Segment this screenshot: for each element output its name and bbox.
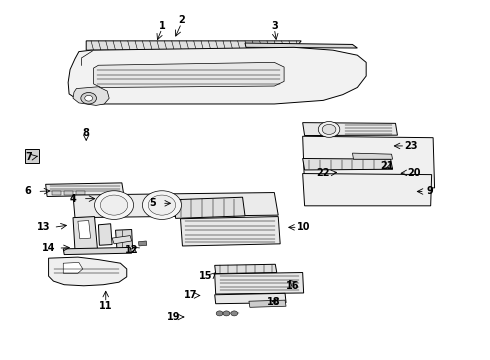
Polygon shape	[174, 197, 245, 219]
Circle shape	[143, 191, 181, 220]
Polygon shape	[303, 123, 397, 135]
Text: 9: 9	[426, 186, 433, 197]
Polygon shape	[245, 43, 357, 48]
Text: 2: 2	[178, 15, 185, 26]
Polygon shape	[139, 241, 147, 246]
Circle shape	[216, 311, 223, 316]
Polygon shape	[68, 47, 366, 104]
Text: 13: 13	[37, 222, 50, 232]
Circle shape	[81, 93, 97, 104]
Text: 22: 22	[317, 168, 330, 178]
Text: 16: 16	[286, 281, 299, 291]
Text: 10: 10	[297, 222, 310, 232]
Polygon shape	[249, 300, 286, 307]
Polygon shape	[86, 41, 301, 50]
Polygon shape	[180, 217, 280, 246]
Text: 23: 23	[404, 141, 418, 151]
Polygon shape	[94, 62, 284, 87]
Circle shape	[95, 191, 134, 220]
Text: 4: 4	[70, 194, 76, 204]
Text: 11: 11	[99, 301, 113, 311]
Text: 12: 12	[125, 245, 138, 255]
Text: 6: 6	[24, 186, 31, 197]
Text: 15: 15	[199, 271, 213, 281]
Text: 3: 3	[271, 21, 278, 31]
Polygon shape	[215, 273, 304, 294]
Polygon shape	[63, 262, 83, 273]
Text: 17: 17	[184, 291, 197, 301]
Text: 21: 21	[380, 161, 393, 171]
Circle shape	[85, 95, 93, 101]
Circle shape	[148, 195, 175, 215]
Circle shape	[322, 125, 336, 134]
Text: 18: 18	[267, 297, 280, 307]
Circle shape	[223, 311, 230, 316]
Polygon shape	[78, 221, 91, 239]
Text: 19: 19	[168, 312, 181, 322]
Circle shape	[318, 122, 340, 137]
Text: 20: 20	[407, 168, 420, 178]
Polygon shape	[112, 235, 132, 244]
Text: 7: 7	[25, 152, 32, 162]
Polygon shape	[215, 293, 286, 304]
Polygon shape	[352, 153, 392, 159]
Polygon shape	[98, 224, 112, 245]
Polygon shape	[73, 193, 278, 218]
Polygon shape	[116, 229, 133, 249]
Polygon shape	[63, 247, 132, 255]
Polygon shape	[303, 174, 432, 206]
Polygon shape	[73, 87, 109, 105]
Text: 14: 14	[42, 243, 55, 253]
FancyBboxPatch shape	[25, 149, 39, 163]
Polygon shape	[73, 217, 98, 250]
Polygon shape	[49, 257, 127, 286]
Text: 8: 8	[83, 129, 90, 138]
Polygon shape	[64, 192, 73, 195]
Polygon shape	[215, 264, 277, 274]
Polygon shape	[52, 192, 61, 195]
Text: 5: 5	[149, 198, 155, 208]
Circle shape	[231, 311, 238, 316]
Polygon shape	[303, 136, 435, 188]
Polygon shape	[303, 158, 392, 170]
Polygon shape	[46, 183, 124, 197]
Polygon shape	[76, 192, 85, 195]
Circle shape	[100, 195, 128, 215]
Text: 1: 1	[159, 21, 165, 31]
